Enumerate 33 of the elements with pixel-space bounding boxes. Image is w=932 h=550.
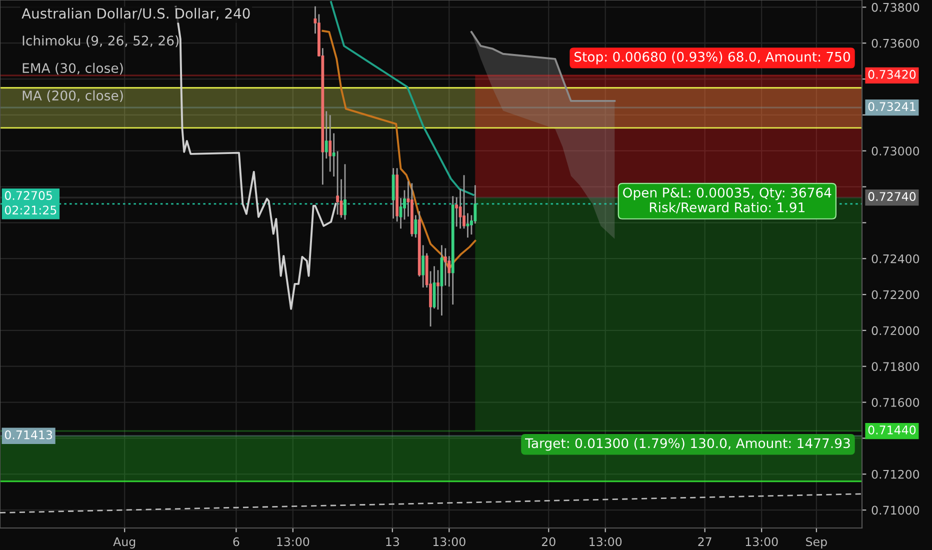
x-tick-label: Sep	[806, 537, 827, 548]
x-tick-label: 13:00	[746, 537, 778, 546]
x-tick-label: 13	[386, 537, 399, 546]
y-tick-label: 0.72200	[872, 290, 920, 300]
ref-line-label: 0.73241	[868, 102, 916, 111]
annotation: Ichimoku (9, 26, 52, 26)	[22, 35, 179, 48]
x-tick-label: 13:00	[590, 537, 622, 546]
band-label: Stop: 0.00680 (0.93%) 68.0, Amount: 750	[574, 52, 850, 64]
x-tick-label: Aug	[113, 537, 136, 548]
y-tick-label: 0.73000	[872, 146, 920, 156]
x-tick-label: 27	[698, 537, 712, 546]
y-tick-label: 0.71600	[872, 398, 920, 407]
y-tick-label: 0.72400	[872, 254, 920, 264]
y-tick-label: 0.72000	[872, 326, 920, 336]
x-tick-label: 13:00	[277, 537, 310, 546]
annotation: EMA (30, close)	[22, 62, 123, 75]
x-tick-label: 20	[542, 537, 556, 546]
ref-line-label: 0.73420	[868, 70, 916, 79]
ref-line-label: 0.72740	[868, 192, 916, 201]
ref-line-label: 0.71440	[868, 426, 916, 434]
y-tick-label: 0.73800	[872, 2, 920, 12]
x-tick-label: 6	[233, 537, 240, 546]
y-tick-label: 0.73600	[872, 38, 920, 48]
x-tick-label: 13:00	[433, 537, 466, 546]
annotation: Open P&L: 0.00035, Qty: 36764 Risk/Reward Ratio: 1.91	[623, 188, 832, 214]
ref-line-label: 0.71413	[4, 430, 52, 440]
ref-line-label: 0.72705 02:21:25	[4, 191, 56, 215]
y-tick-label: 0.71800	[872, 362, 920, 372]
y-tick-label: 0.71200	[872, 470, 920, 479]
y-tick-label: 0.71000	[872, 506, 920, 515]
text: Australian Dollar/U.S. Dollar, 240	[22, 8, 250, 20]
annotation: MA (200, close)	[22, 90, 123, 102]
band-label: Target: 0.01300 (1.79%) 130.0, Amount: 1477.93	[525, 438, 850, 451]
